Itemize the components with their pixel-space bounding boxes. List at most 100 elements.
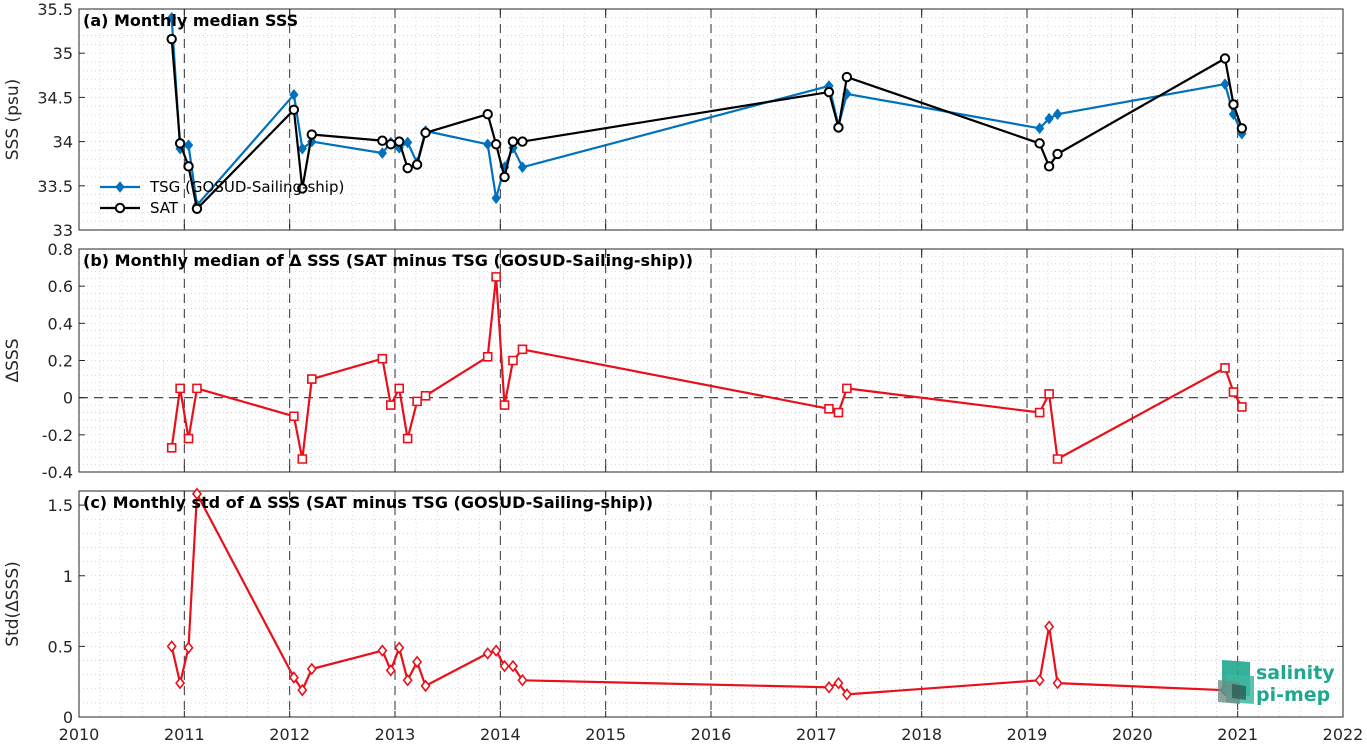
data-point	[491, 644, 502, 657]
data-point	[183, 139, 194, 151]
data-point	[175, 676, 186, 690]
data-point	[192, 383, 202, 394]
data-point	[1034, 407, 1045, 418]
data-point	[377, 147, 388, 159]
data-point	[1228, 387, 1239, 397]
panel-c: 0 0.5 1 1.5 2010 2011 2012 2013 2014 2015 2016 2017…	[3, 487, 1364, 744]
y-tick-label: 34.5	[37, 88, 73, 107]
data-point	[306, 662, 317, 676]
data-point	[377, 644, 388, 657]
data-point	[166, 443, 177, 453]
data-point	[842, 383, 852, 394]
y-axis-label: SSS (psu)	[3, 79, 23, 160]
data-point	[402, 162, 413, 174]
data-point	[385, 400, 396, 410]
data-point	[1034, 138, 1045, 149]
data-point	[191, 487, 202, 501]
data-point	[297, 454, 308, 464]
data-point	[288, 671, 299, 684]
panel-title: (b) Monthly median of Δ SSS (SAT minus T…	[83, 251, 693, 270]
legend-entry: SAT	[100, 199, 179, 217]
y-tick-label: -0.4	[42, 463, 73, 482]
x-tick-label: 2017	[796, 725, 837, 744]
data-point	[174, 138, 186, 149]
data-point	[420, 391, 431, 401]
data-point	[394, 641, 405, 655]
panel-title: (c) Monthly std of Δ SSS (SAT minus TSG …	[83, 493, 653, 512]
data-point	[833, 407, 844, 418]
data-point	[1228, 99, 1239, 110]
data-point	[841, 688, 852, 701]
data-point	[482, 351, 493, 362]
legend: TSG (GOSUD-Sailing-ship) SAT	[100, 178, 344, 217]
data-point	[402, 136, 413, 149]
y-tick-label: 35	[53, 44, 73, 63]
data-point	[833, 676, 844, 690]
data-point	[823, 86, 835, 98]
y-axis-label: Std(ΔSSS)	[3, 561, 23, 647]
panel-b: -0.4 -0.2 0 0.2 0.4 0.6 0.8 ΔSSS (b) Monthly med…	[3, 240, 1344, 482]
series-sat	[166, 33, 1248, 214]
data-point	[377, 135, 388, 146]
x-tick-label: 2022	[1323, 725, 1364, 744]
x-tick-label: 2016	[691, 725, 732, 744]
data-point	[420, 127, 431, 138]
x-tick-label: 2020	[1112, 725, 1153, 744]
legend-marker	[115, 181, 125, 193]
data-point	[288, 104, 300, 115]
tick-marks	[78, 248, 1344, 473]
data-point	[1034, 122, 1045, 135]
data-point	[483, 138, 493, 151]
data-point	[385, 139, 396, 150]
data-point	[191, 203, 203, 214]
tick-marks	[78, 491, 1344, 718]
data-point	[490, 139, 502, 150]
y-tick-label: 33.5	[37, 177, 73, 196]
salinity-pi-mep-logo: salinity pi-mep	[1218, 660, 1335, 706]
data-point	[167, 12, 177, 24]
data-point	[1220, 78, 1230, 90]
data-point	[297, 183, 308, 194]
data-point	[507, 659, 518, 673]
logo-text-salinity: salinity	[1256, 662, 1335, 684]
panel-title: (a) Monthly median SSS	[83, 11, 298, 30]
data-point	[1044, 389, 1054, 399]
y-tick-label: 0.4	[48, 314, 73, 333]
data-point	[482, 108, 493, 120]
data-point	[289, 88, 299, 101]
data-point	[175, 383, 185, 394]
data-point	[517, 344, 528, 355]
data-point	[1237, 402, 1247, 412]
data-point	[420, 679, 431, 693]
x-tick-label: 2019	[1007, 725, 1048, 744]
x-tick-label: 2018	[901, 725, 942, 744]
x-tick-label: 2012	[269, 725, 310, 744]
data-point	[166, 640, 177, 653]
y-tick-label: 1.5	[48, 496, 73, 515]
x-tick-label: 2015	[585, 725, 626, 744]
data-point	[183, 433, 194, 444]
data-point	[306, 129, 317, 140]
panel-a: 33 33.5 34 34.5 35 35.5 SSS (psu) (a) Monthly m…	[3, 0, 1344, 240]
y-tick-label: 0	[63, 389, 73, 408]
data-point	[166, 33, 177, 45]
legend-entry: TSG (GOSUD-Sailing-ship)	[100, 178, 344, 196]
legend-label: TSG (GOSUD-Sailing-ship)	[149, 178, 344, 196]
series-diff-b	[166, 272, 1247, 464]
data-point	[183, 641, 194, 655]
data-point	[1034, 673, 1045, 687]
data-point	[297, 683, 308, 697]
data-point	[482, 647, 493, 660]
y-tick-label: 0.8	[48, 240, 73, 259]
data-point	[833, 122, 844, 133]
data-point	[394, 383, 405, 394]
data-point	[491, 192, 501, 204]
y-tick-label: 35.5	[37, 0, 73, 19]
data-point	[507, 136, 519, 147]
data-point	[402, 673, 413, 687]
data-point	[402, 433, 413, 444]
legend-marker	[114, 202, 126, 214]
data-point	[1052, 676, 1063, 690]
y-tick-label: 33	[53, 221, 73, 240]
